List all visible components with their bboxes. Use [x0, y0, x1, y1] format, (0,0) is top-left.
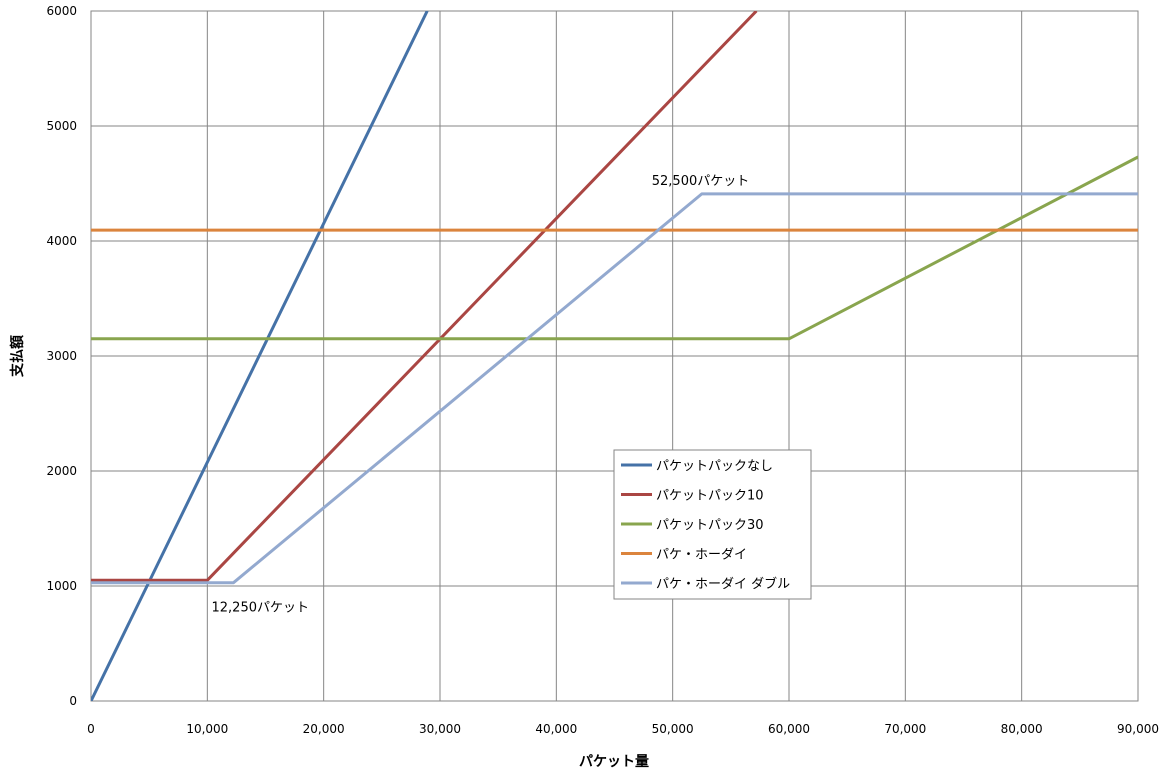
x-tick-label: 0	[87, 722, 95, 736]
x-tick-label: 70,000	[884, 722, 926, 736]
plot-area-border	[90, 10, 1139, 702]
x-tick-label: 50,000	[652, 722, 694, 736]
y-tick-label: 4000	[46, 234, 77, 248]
x-axis-ticks: 0 10,000 20,000 30,000 40,000 50,000 60,000 70,…	[87, 722, 1159, 736]
y-tick-label: 3000	[46, 349, 77, 363]
y-tick-label: 2000	[46, 464, 77, 478]
series-lines	[91, 11, 1138, 701]
legend-label: パケットパック30	[656, 518, 764, 533]
y-tick-label: 6000	[46, 4, 77, 18]
x-tick-label: 80,000	[1001, 722, 1043, 736]
annotations: 12,250パケット 52,500パケット	[212, 174, 750, 616]
legend-label: パケ・ホーダイ ダブル	[656, 576, 790, 592]
x-tick-label: 30,000	[419, 722, 461, 736]
series-line	[91, 155, 1138, 341]
y-tick-label: 1000	[46, 579, 77, 593]
y-axis-ticks: 0 1000 2000 3000 4000 5000 6000	[46, 4, 77, 708]
y-axis-title: 支払額	[9, 335, 26, 378]
y-tick-label: 5000	[46, 119, 77, 133]
legend-label: パケットパック10	[656, 489, 764, 504]
y-tick-label: 0	[69, 694, 77, 708]
x-tick-label: 20,000	[303, 722, 345, 736]
legend-label: パケ・ホーダイ	[656, 548, 747, 563]
legend-label: パケットパックなし	[656, 459, 773, 474]
x-tick-label: 60,000	[768, 722, 810, 736]
series-line	[91, 192, 1138, 585]
x-tick-label: 90,000	[1117, 722, 1159, 736]
annotation-label: 52,500パケット	[652, 174, 750, 189]
series-line	[91, 11, 429, 701]
x-tick-label: 40,000	[535, 722, 577, 736]
annotation-label: 12,250パケット	[212, 601, 310, 616]
x-tick-label: 10,000	[186, 722, 228, 736]
x-axis-title: パケット量	[579, 754, 649, 770]
series-line	[91, 11, 758, 582]
